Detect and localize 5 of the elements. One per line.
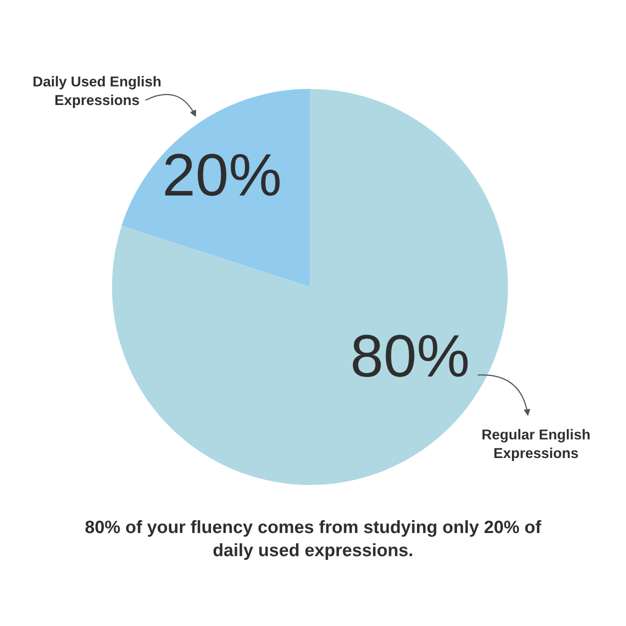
data-label: 80% [352,334,468,378]
slice-label: Daily Used English Expressions [34,76,161,108]
text: 80% of your fluency comes from studying only 20% of daily used expressions. [85,520,542,560]
slice-label: Regular English Expressions [482,429,590,461]
data-label: 20% [165,154,280,196]
